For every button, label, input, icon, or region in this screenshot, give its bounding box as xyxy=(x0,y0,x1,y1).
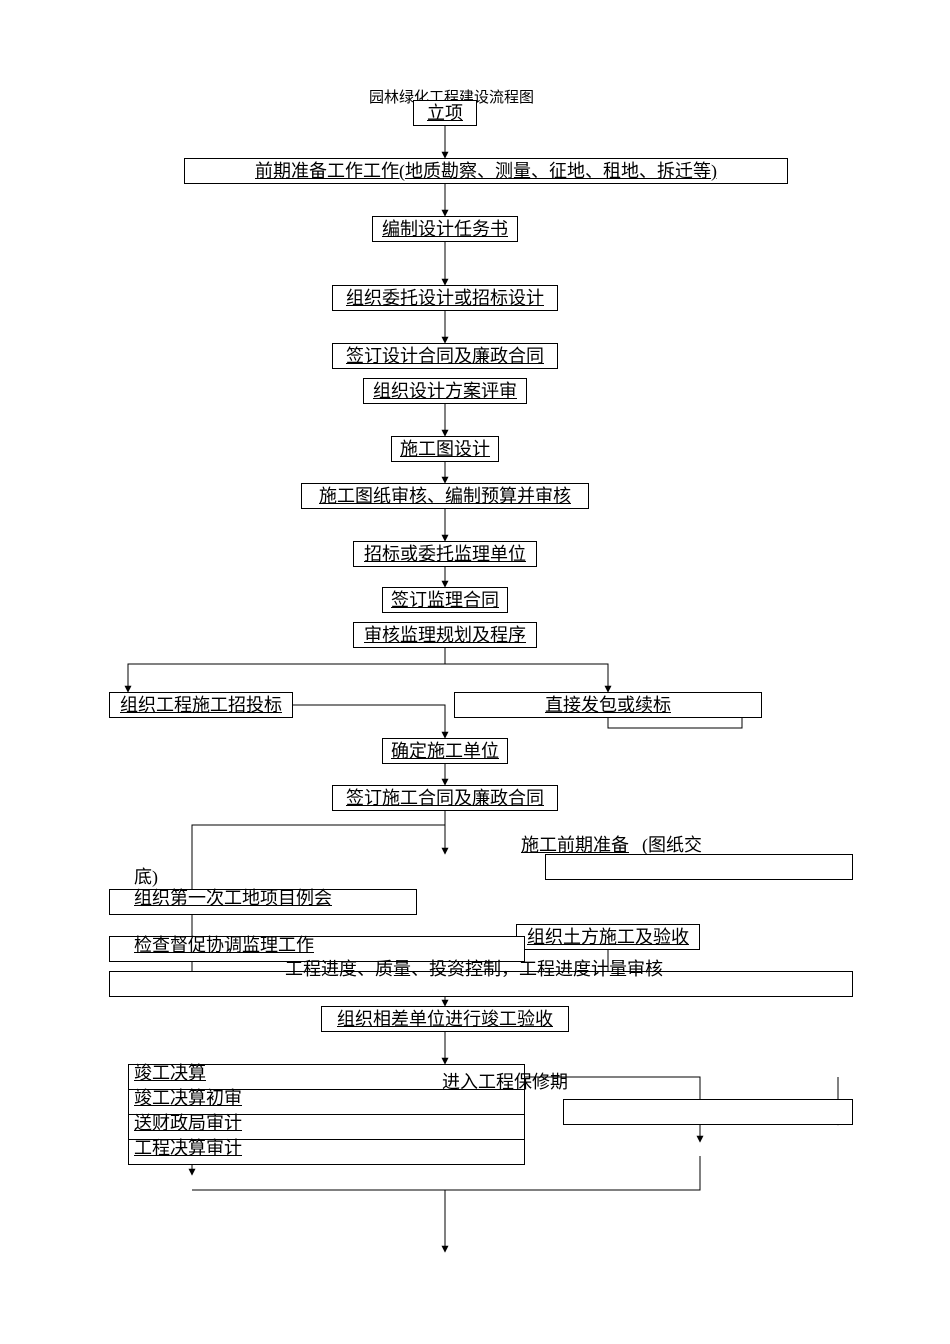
edge-25 xyxy=(192,1190,445,1252)
node-n6: 组织设计方案评审 xyxy=(363,378,527,404)
node-n10: 签订监理合同 xyxy=(382,587,508,613)
edge-11 xyxy=(293,705,445,738)
node-n3: 编制设计任务书 xyxy=(372,216,518,242)
node-n13: 直接发包或续标 xyxy=(454,692,762,718)
node-n11: 审核监理规划及程序 xyxy=(353,622,537,648)
label-l16a: 施工前期准备 xyxy=(521,831,629,857)
node-n8-label: 施工图纸审核、编制预算并审核 xyxy=(319,486,571,506)
node-n15: 签订施工合同及廉政合同 xyxy=(332,785,558,811)
node-n12: 组织工程施工招投标 xyxy=(109,692,293,718)
node-n11-label: 审核监理规划及程序 xyxy=(364,625,526,645)
node-n1: 立项 xyxy=(413,100,477,126)
node-n3-label: 编制设计任务书 xyxy=(382,219,508,239)
node-n18: 组织土方施工及验收 xyxy=(516,924,700,950)
label-l23: 竣工决算初审 xyxy=(134,1084,242,1110)
node-n6-label: 组织设计方案评审 xyxy=(373,381,517,401)
label-l22: 竣工决算 xyxy=(134,1059,206,1085)
node-n4-label: 组织委托设计或招标设计 xyxy=(346,288,544,308)
node-n21: 组织相差单位进行竣工验收 xyxy=(321,1006,569,1032)
node-n7: 施工图设计 xyxy=(391,436,499,462)
node-n10-label: 签订监理合同 xyxy=(391,590,499,610)
node-n15-label: 签订施工合同及廉政合同 xyxy=(346,788,544,808)
label-l24a: 进入工程保修期 xyxy=(442,1068,568,1094)
node-n12-label: 组织工程施工招投标 xyxy=(120,695,282,715)
node-n4: 组织委托设计或招标设计 xyxy=(332,285,558,311)
node-n9-label: 招标或委托监理单位 xyxy=(364,544,526,564)
label-l16b: (图纸交 xyxy=(642,831,702,857)
node-b24 xyxy=(563,1099,853,1125)
label-l25: 送财政局审计 xyxy=(134,1109,242,1135)
node-n8: 施工图纸审核、编制预算并审核 xyxy=(301,483,589,509)
node-n7-label: 施工图设计 xyxy=(400,439,490,459)
label-l19: 检查督促协调监理工作 xyxy=(134,931,314,957)
flowchart-canvas: 园林绿化工程建设流程图立项前期准备工作工作(地质勘察、测量、征地、租地、拆迁等)… xyxy=(0,0,950,1344)
node-n9: 招标或委托监理单位 xyxy=(353,541,537,567)
node-n2: 前期准备工作工作(地质勘察、测量、征地、租地、拆迁等) xyxy=(184,158,788,184)
node-n14-label: 确定施工单位 xyxy=(391,741,499,761)
label-l17: 组织第一次工地项目例会 xyxy=(134,884,332,910)
label-l20: 工程进度、质量、投资控制，工程进度计量审核 xyxy=(285,955,663,981)
edge-14 xyxy=(192,811,445,889)
node-n2-label: 前期准备工作工作(地质勘察、测量、征地、租地、拆迁等) xyxy=(255,161,717,181)
node-n5: 签订设计合同及廉政合同 xyxy=(332,343,558,369)
node-b16 xyxy=(545,854,853,880)
node-n13-label: 直接发包或续标 xyxy=(545,695,671,715)
edge-8 xyxy=(128,648,608,680)
node-n14: 确定施工单位 xyxy=(382,738,508,764)
label-l26: 工程决算审计 xyxy=(134,1134,242,1160)
node-n21-label: 组织相差单位进行竣工验收 xyxy=(337,1009,553,1029)
node-n18-label: 组织土方施工及验收 xyxy=(527,927,689,947)
node-n5-label: 签订设计合同及廉政合同 xyxy=(346,346,544,366)
node-n1-label: 立项 xyxy=(427,103,463,123)
